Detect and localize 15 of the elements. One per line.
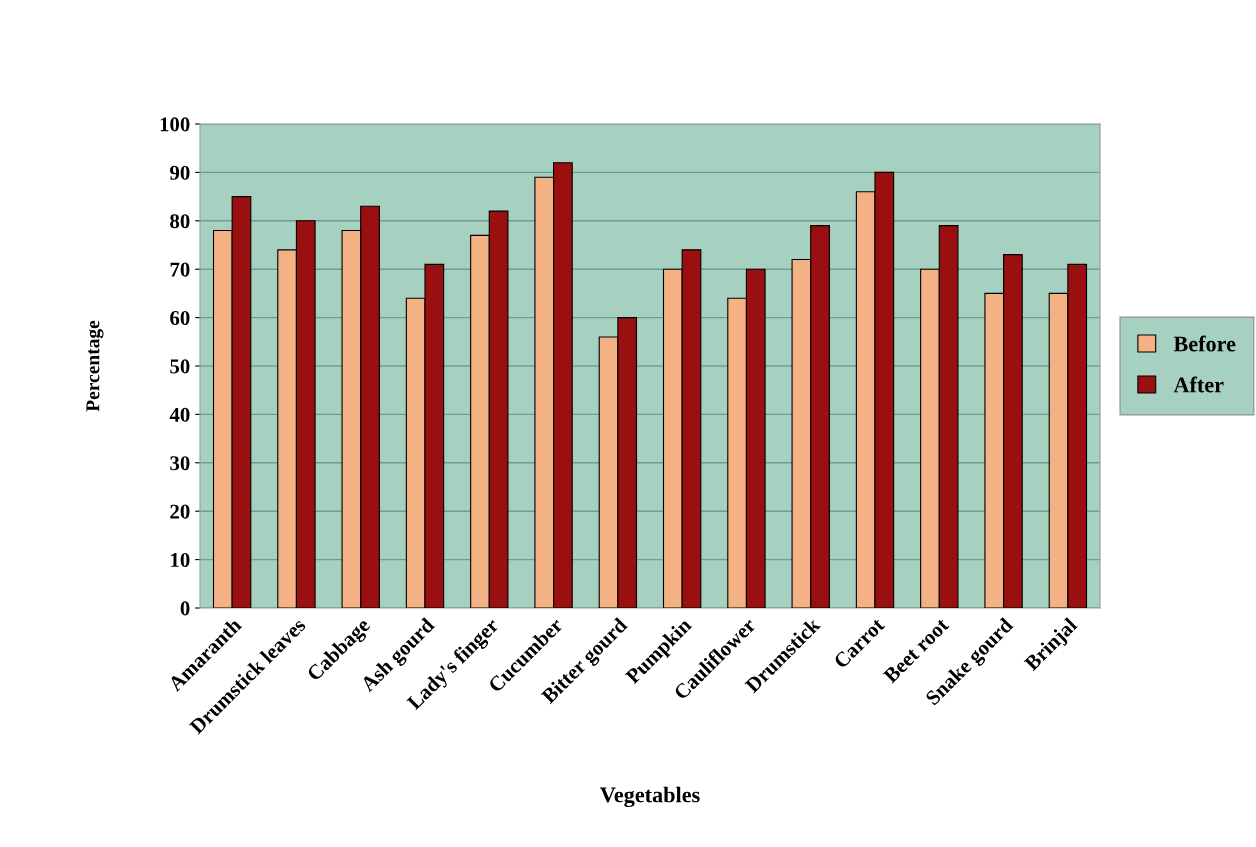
y-axis-title: Percentage <box>86 320 104 412</box>
y-tick-label: 10 <box>171 552 190 568</box>
y-tick-label: 90 <box>170 165 190 180</box>
y-tick-label: 0 <box>180 601 190 616</box>
y-tick-label: 100 <box>160 117 190 132</box>
y-tick-label: 40 <box>169 407 190 422</box>
legend-label: Before <box>1173 335 1236 352</box>
y-tick-label: 30 <box>170 456 190 471</box>
x-axis-title: Vegetables <box>600 786 700 808</box>
y-tick-label: 80 <box>170 214 190 229</box>
y-tick-label: 50 <box>170 359 190 374</box>
legend-label: After <box>1173 376 1224 393</box>
y-tick-label: 60 <box>170 310 190 326</box>
y-tick-label: 70 <box>170 262 190 277</box>
y-tick-label: 20 <box>170 504 190 519</box>
